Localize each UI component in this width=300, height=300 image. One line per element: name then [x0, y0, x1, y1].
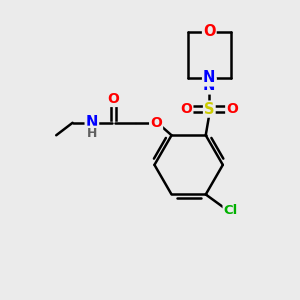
Text: N: N [86, 115, 98, 130]
Text: N: N [203, 70, 215, 86]
Text: O: O [107, 92, 119, 106]
Text: H: H [87, 127, 97, 140]
Text: N: N [203, 78, 215, 93]
Text: O: O [226, 102, 238, 116]
Text: O: O [150, 116, 162, 130]
Text: O: O [203, 24, 215, 39]
Text: O: O [181, 102, 192, 116]
Text: S: S [204, 102, 214, 117]
Text: Cl: Cl [224, 204, 238, 217]
